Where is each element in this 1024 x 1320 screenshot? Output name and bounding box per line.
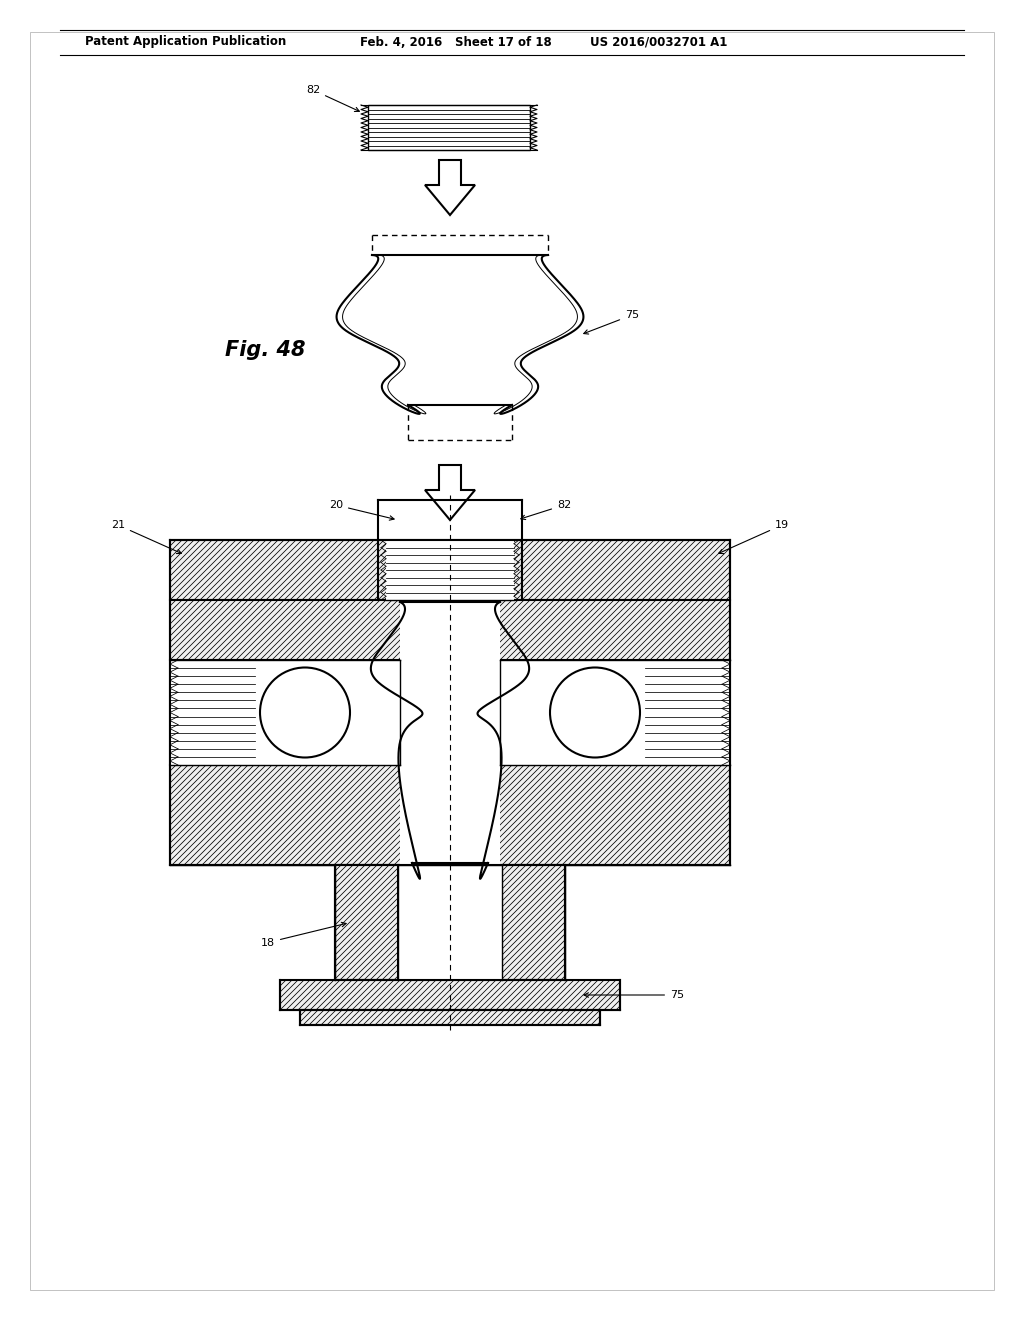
Text: 20: 20 <box>329 500 394 520</box>
Text: 82: 82 <box>521 500 571 520</box>
Circle shape <box>260 668 350 758</box>
Text: 18: 18 <box>261 923 346 948</box>
Bar <box>386 540 514 601</box>
Bar <box>170 660 315 766</box>
Bar <box>170 540 378 601</box>
Text: 82: 82 <box>306 84 359 111</box>
Text: 75: 75 <box>584 990 684 1001</box>
Text: 75: 75 <box>584 310 639 334</box>
Bar <box>170 601 730 660</box>
Bar <box>705 660 730 766</box>
Polygon shape <box>425 160 475 215</box>
Text: 21: 21 <box>111 520 181 553</box>
Polygon shape <box>425 465 475 520</box>
Circle shape <box>550 668 640 758</box>
Bar <box>368 106 530 150</box>
Text: Fig. 48: Fig. 48 <box>225 341 305 360</box>
Bar <box>378 540 522 601</box>
Bar <box>500 660 730 766</box>
Bar <box>300 1010 600 1026</box>
Bar <box>522 540 730 601</box>
Bar <box>170 766 730 865</box>
Text: US 2016/0032701 A1: US 2016/0032701 A1 <box>590 36 727 49</box>
Bar <box>398 865 502 979</box>
Text: Sheet 17 of 18: Sheet 17 of 18 <box>455 36 552 49</box>
Text: 19: 19 <box>719 520 790 553</box>
Text: Feb. 4, 2016: Feb. 4, 2016 <box>360 36 442 49</box>
Text: Patent Application Publication: Patent Application Publication <box>85 36 287 49</box>
Bar <box>170 660 400 766</box>
Bar <box>280 979 620 1010</box>
Bar <box>400 540 500 865</box>
Bar <box>502 865 565 979</box>
Bar <box>335 865 398 979</box>
